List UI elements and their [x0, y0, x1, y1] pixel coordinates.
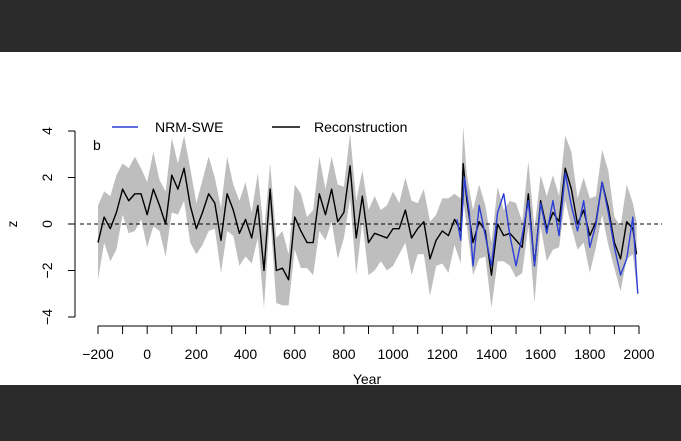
- x-tick-label: 1800: [574, 346, 605, 362]
- x-tick-label: −200: [82, 346, 114, 362]
- x-tick-label: 1200: [427, 346, 458, 362]
- x-tick-label: 1600: [525, 346, 556, 362]
- y-tick-label: −4: [39, 309, 55, 325]
- x-tick-label: 400: [234, 346, 258, 362]
- x-tick-label: 1400: [476, 346, 507, 362]
- x-tick-label: 0: [143, 346, 151, 362]
- series-line-nrm-swe: [456, 172, 639, 294]
- x-axis-label: Year: [353, 371, 382, 387]
- y-tick-label: −2: [39, 262, 55, 278]
- y-tick-label: 0: [39, 220, 55, 228]
- y-tick-label: 2: [39, 173, 55, 181]
- legend-label-nrm-swe: NRM-SWE: [155, 119, 223, 135]
- x-tick-label: 1000: [378, 346, 409, 362]
- uncertainty-band: [98, 126, 637, 308]
- x-tick-label: 200: [185, 346, 209, 362]
- x-tick-label: 800: [332, 346, 356, 362]
- legend-label-reconstruction: Reconstruction: [314, 119, 407, 135]
- panel-label: b: [93, 137, 101, 153]
- y-tick-label: 4: [39, 127, 55, 135]
- y-axis-label: z: [4, 221, 20, 228]
- x-tick-label: 2000: [623, 346, 654, 362]
- x-tick-label: 600: [283, 346, 307, 362]
